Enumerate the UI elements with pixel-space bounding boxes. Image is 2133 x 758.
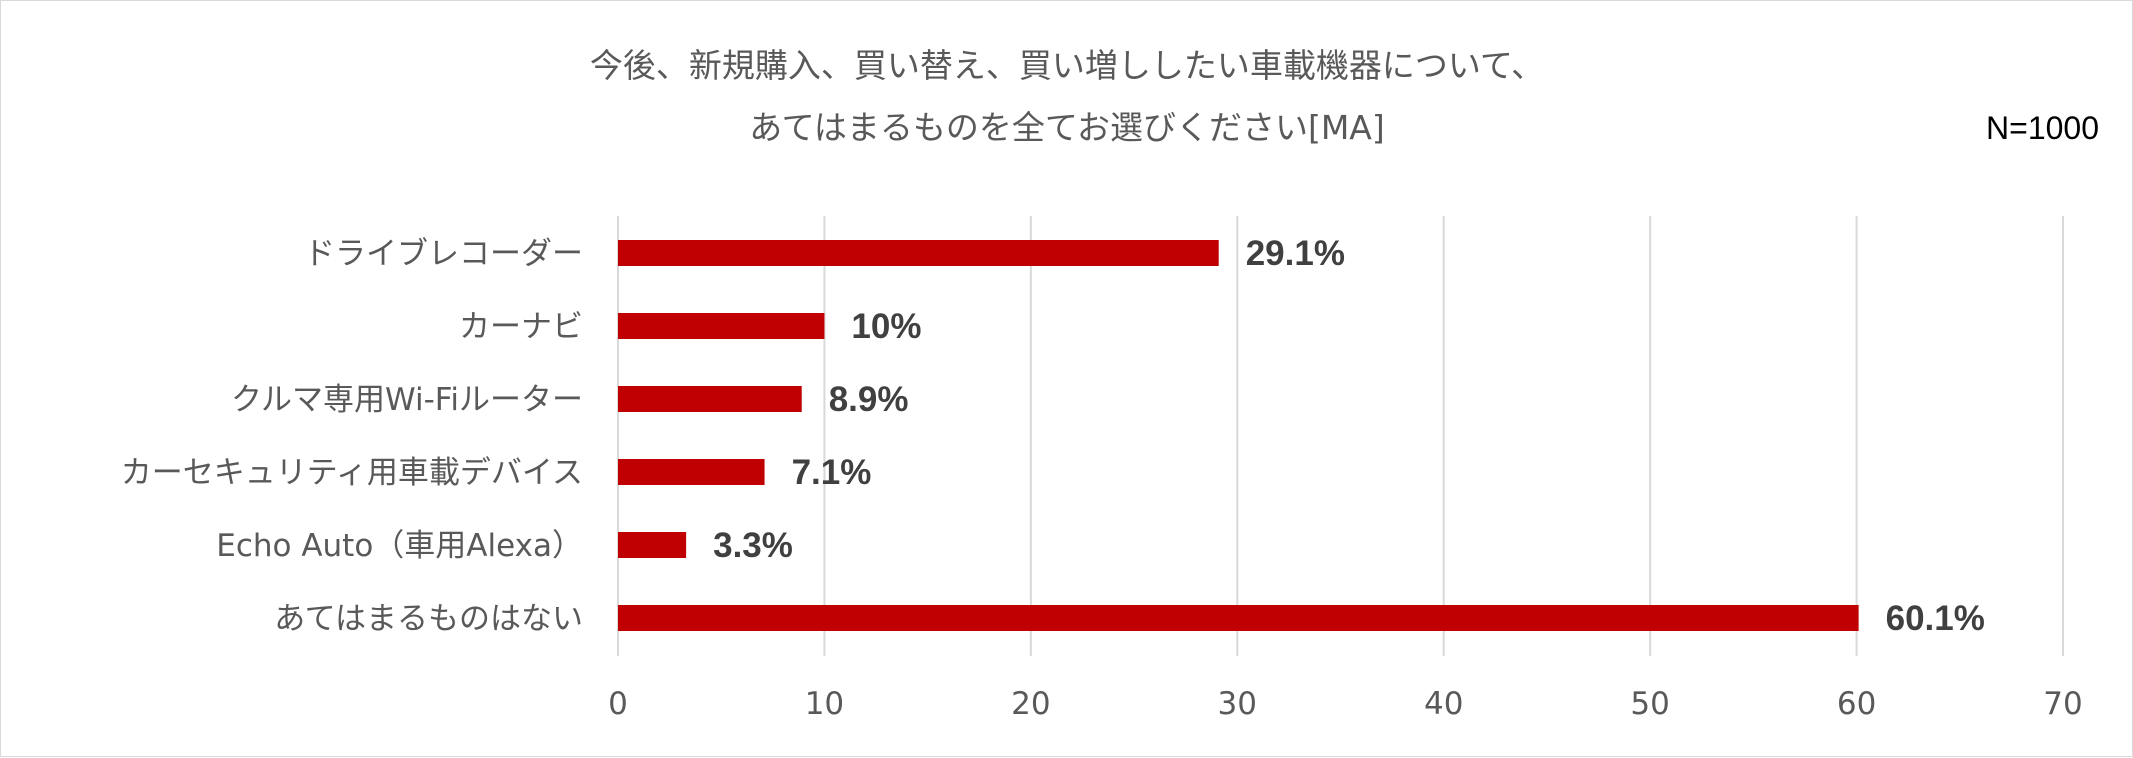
data-label: 29.1% xyxy=(1246,234,1345,273)
category-label: カーナビ xyxy=(459,309,583,345)
x-tick-label: 30 xyxy=(1218,686,1257,722)
data-label: 8.9% xyxy=(829,380,909,419)
x-tick-label: 20 xyxy=(1011,686,1050,722)
x-tick-label: 50 xyxy=(1630,686,1669,722)
category-label: カーセキュリティ用車載デバイス xyxy=(121,455,583,491)
bar xyxy=(618,386,802,412)
category-label: あてはまるものはない xyxy=(274,601,583,637)
chart-title-line-2: あてはまるものを全てお選びください[MA] xyxy=(749,108,1385,147)
bar xyxy=(618,459,765,485)
data-label: 60.1% xyxy=(1886,599,1985,638)
x-tick-label: 0 xyxy=(608,686,628,722)
chart-title-line-1: 今後、新規購入、買い替え、買い増ししたい車載機器について、 xyxy=(590,46,1544,85)
data-label: 10% xyxy=(851,307,921,346)
sample-size-label: N=1000 xyxy=(1986,110,2099,146)
x-tick-label: 10 xyxy=(805,686,844,722)
bars xyxy=(618,240,1859,631)
x-tick-label: 70 xyxy=(2043,686,2082,722)
bar xyxy=(618,605,1859,631)
bar xyxy=(618,532,687,558)
x-tick-label: 60 xyxy=(1837,686,1876,722)
x-axis-tick-labels: 0 10 20 30 40 50 60 70 xyxy=(608,686,2083,722)
bar xyxy=(618,313,825,339)
data-label: 7.1% xyxy=(792,453,872,492)
category-label: ドライブレコーダー xyxy=(304,236,583,272)
bar xyxy=(618,240,1219,266)
gridlines xyxy=(617,216,2064,656)
data-labels: 29.1% 10% 8.9% 7.1% 3.3% 60.1% xyxy=(713,234,1985,638)
x-tick-label: 40 xyxy=(1424,686,1463,722)
category-label: クルマ専用Wi-Fiルーター xyxy=(231,382,583,418)
category-labels: ドライブレコーダーカーナビクルマ専用Wi-Fiルーターカーセキュリティ用車載デバ… xyxy=(121,236,583,637)
category-label: Echo Auto（車用Alexa） xyxy=(216,528,583,564)
data-label: 3.3% xyxy=(713,526,793,565)
